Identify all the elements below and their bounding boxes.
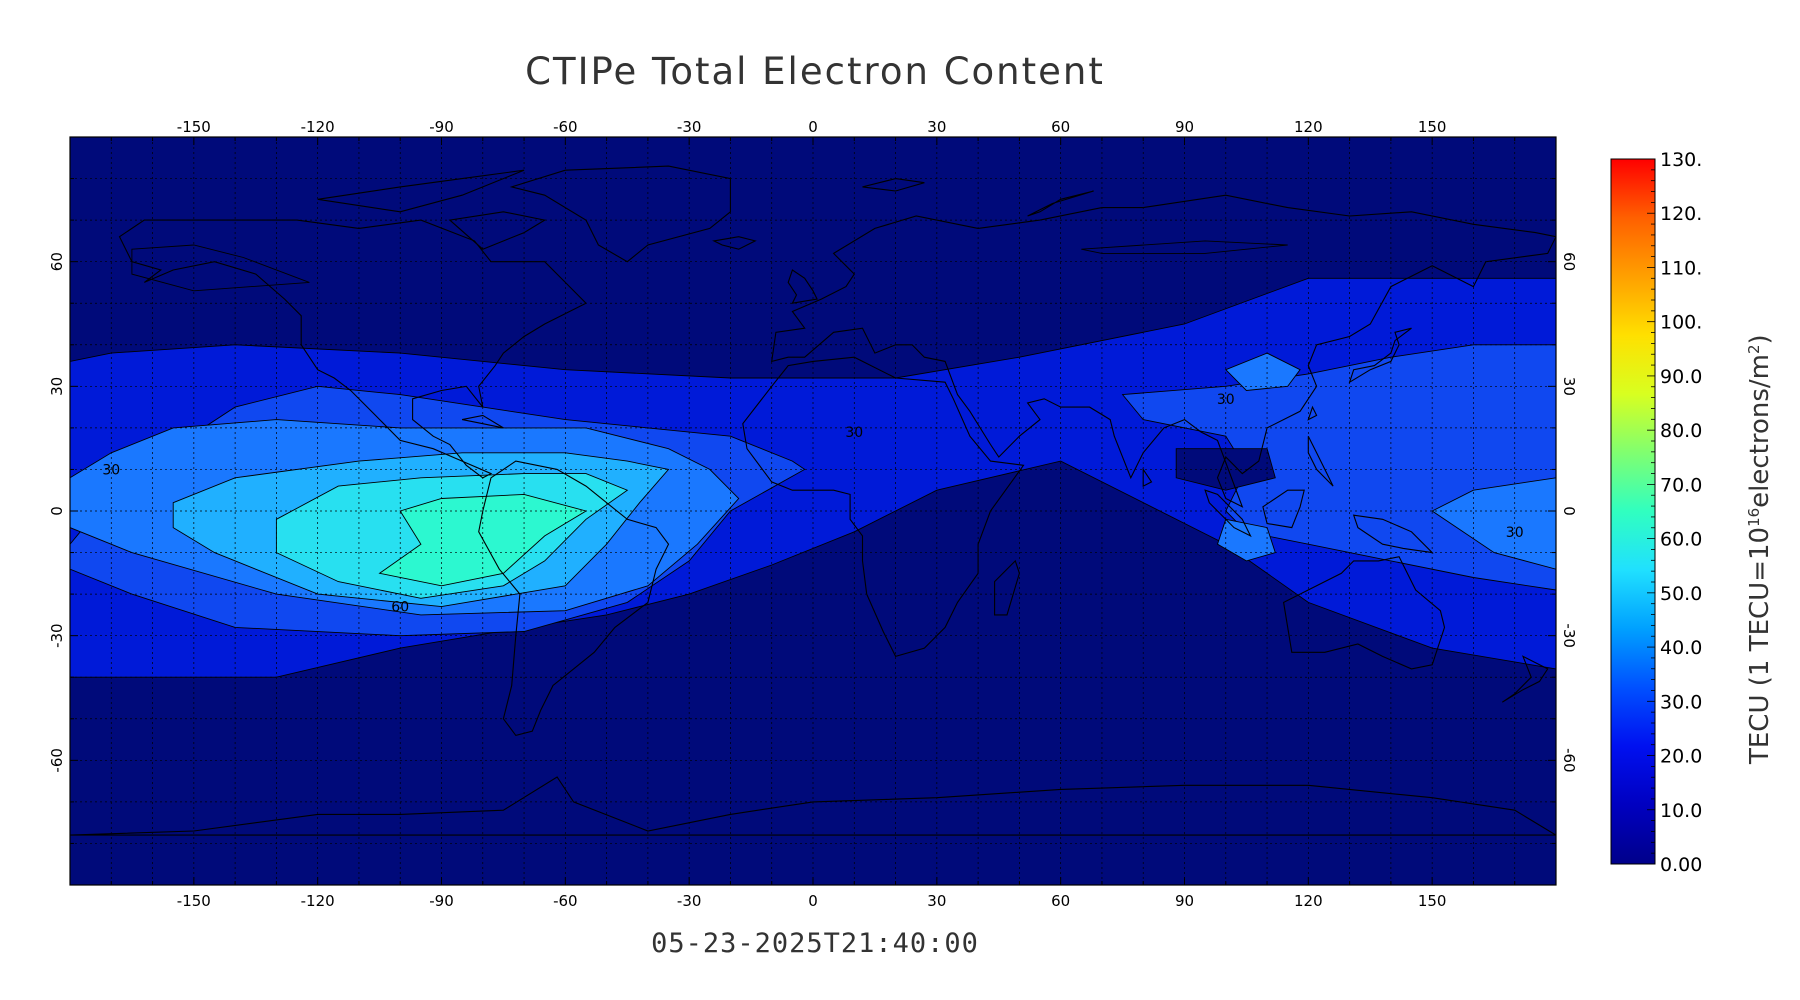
coast-baffin <box>448 211 547 250</box>
lon-tick-label-bottom: -150 <box>177 892 211 910</box>
colorbar-tick-label: 110. <box>1660 257 1702 279</box>
tec-level-30-40-pacific <box>1431 477 1556 570</box>
colorbar-tick-label: 0.00 <box>1660 854 1702 876</box>
lon-tick-label-top: 150 <box>1418 118 1447 136</box>
coast-madagascar <box>994 559 1020 616</box>
tec-level-30-40-indo <box>1216 518 1276 562</box>
colorbar-tick-label: 130. <box>1660 149 1702 171</box>
contour-label: 30 <box>1217 392 1235 408</box>
lon-tick-label-bottom: 90 <box>1175 892 1194 910</box>
coast-svalbard <box>862 178 925 192</box>
lon-tick-label-bottom: 120 <box>1294 892 1323 910</box>
colorbar-tick-label: 60.0 <box>1660 529 1702 551</box>
coast-taiwan <box>1307 405 1318 421</box>
lon-tick-label-bottom: 60 <box>1051 892 1070 910</box>
coast-new-zealand <box>1501 655 1549 703</box>
colorbar-tick-label: 40.0 <box>1660 637 1702 659</box>
lon-tick-label-bottom: 0 <box>808 892 818 910</box>
contour-label: 60 <box>391 600 409 616</box>
coast-cuba <box>461 414 504 429</box>
coast-greenland <box>509 165 731 263</box>
lon-tick-label-bottom: -60 <box>553 892 578 910</box>
coast-novaya-zemlya <box>1027 190 1094 217</box>
colorbar-tick-label: 30.0 <box>1660 691 1702 713</box>
lat-tick-label-right: -30 <box>1560 623 1578 648</box>
coast-africa <box>742 356 1025 658</box>
contour-label: 30 <box>1506 525 1524 541</box>
lon-tick-label-top: 60 <box>1051 118 1070 136</box>
timestamp: 05-23-2025T21:40:00 <box>651 928 979 959</box>
colorbar-tick-label: 50.0 <box>1660 583 1702 605</box>
coast-sumatra <box>1204 489 1252 538</box>
lon-tick-label-top: -60 <box>553 118 578 136</box>
lat-tick-label-left: -30 <box>48 623 66 648</box>
contour-label: 30 <box>102 462 120 478</box>
lon-tick-label-top: 90 <box>1175 118 1194 136</box>
lon-tick-label-bottom: 150 <box>1418 892 1447 910</box>
coast-iceland <box>712 236 757 250</box>
lat-tick-label-right: 60 <box>1560 252 1578 271</box>
lon-tick-label-top: -150 <box>177 118 211 136</box>
lon-tick-label-top: 0 <box>808 118 818 136</box>
tec-patch-alaska <box>131 244 310 292</box>
tec-level-30-40-china <box>1225 352 1301 391</box>
chart-title: CTIPe Total Electron Content <box>525 50 1105 93</box>
lat-tick-label-left: 0 <box>48 506 66 516</box>
colorbar <box>1610 158 1656 865</box>
lon-tick-label-top: -30 <box>677 118 702 136</box>
lon-tick-label-top: -90 <box>429 118 454 136</box>
lat-tick-label-right: 0 <box>1560 506 1578 516</box>
lat-tick-label-left: 30 <box>48 377 66 396</box>
colorbar-tick-label: 120. <box>1660 203 1702 225</box>
colorbar-tick-label: 70.0 <box>1660 474 1702 496</box>
coast-arctic-islands <box>317 169 525 213</box>
contour-label: 30 <box>845 425 863 441</box>
lon-tick-label-top: 120 <box>1294 118 1323 136</box>
lon-tick-label-bottom: -30 <box>677 892 702 910</box>
colorbar-tick-label: 20.0 <box>1660 746 1702 768</box>
colorbar-tick-label: 90.0 <box>1660 366 1702 388</box>
coast-australia <box>1282 556 1446 670</box>
coast-japan <box>1348 327 1412 384</box>
lat-tick-label-left: -60 <box>48 748 66 773</box>
colorbar-gradient <box>1610 158 1656 865</box>
lon-tick-label-bottom: -90 <box>429 892 454 910</box>
colorbar-tick-label: 10.0 <box>1660 800 1702 822</box>
lat-tick-label-left: 60 <box>48 252 66 271</box>
lat-tick-label-right: -60 <box>1560 748 1578 773</box>
colorbar-title: TECU (1 TECU=1016electrons/m2) <box>1745 334 1775 765</box>
lat-tick-label-right: 30 <box>1560 377 1578 396</box>
lon-tick-label-bottom: 30 <box>927 892 946 910</box>
colorbar-tick-label: 100. <box>1660 312 1702 334</box>
colorbar-tick-label: 80.0 <box>1660 420 1702 442</box>
lon-tick-label-bottom: -120 <box>301 892 335 910</box>
lon-tick-label-top: 30 <box>927 118 946 136</box>
coast-new-guinea <box>1352 514 1434 554</box>
lon-tick-label-top: -120 <box>301 118 335 136</box>
coast-uk <box>787 269 818 304</box>
